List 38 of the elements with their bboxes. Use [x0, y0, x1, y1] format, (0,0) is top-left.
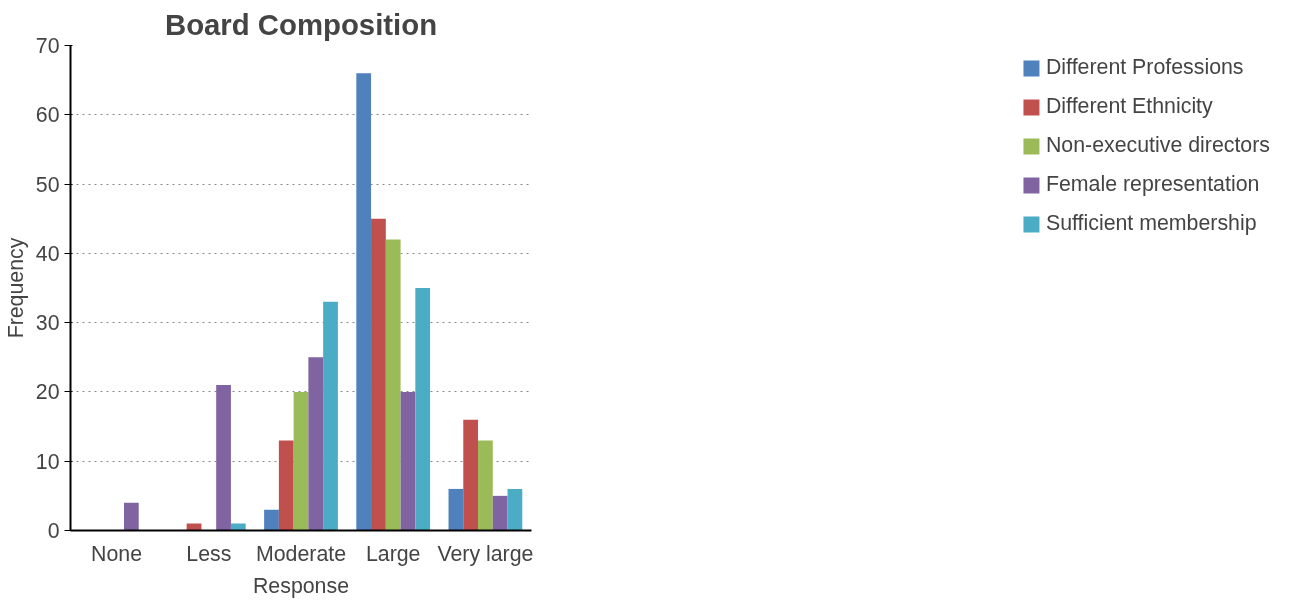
y-tick-label: 0 — [47, 519, 60, 543]
legend-label: Non-executive directors — [1045, 133, 1270, 158]
bar — [448, 488, 464, 531]
x-tick-label: Large — [365, 541, 421, 566]
bar — [507, 488, 523, 531]
y-tick-label: 20 — [35, 380, 60, 405]
bar — [123, 502, 139, 531]
bar — [293, 391, 309, 531]
bar — [264, 509, 279, 531]
y-tick-label: 40 — [35, 241, 60, 266]
bar — [323, 301, 338, 531]
bar — [371, 218, 386, 531]
bar — [415, 288, 431, 531]
y-tick-label: 30 — [35, 311, 60, 336]
bar — [385, 239, 401, 531]
y-tick-label: 60 — [35, 103, 60, 128]
legend-label: Sufficient membership — [1045, 211, 1257, 236]
bar — [278, 440, 294, 531]
x-tick-label: Less — [186, 541, 232, 566]
bar — [356, 73, 372, 531]
bar — [216, 385, 231, 531]
bar — [400, 391, 416, 531]
x-tick-label: None — [91, 541, 143, 566]
bar — [308, 357, 324, 531]
chart-title: Board Composition — [164, 7, 438, 41]
legend-label: Female representation — [1045, 172, 1260, 197]
y-axis-title: Frequency — [3, 237, 28, 339]
bar — [492, 495, 508, 531]
y-tick-label: 70 — [35, 34, 60, 58]
bar — [478, 440, 493, 531]
legend-label: Different Ethnicity — [1045, 94, 1213, 119]
x-tick-label: Very large — [437, 541, 534, 566]
y-tick-label: 10 — [35, 449, 60, 474]
legend-label: Different Professions — [1045, 55, 1244, 80]
x-axis-title: Response — [252, 573, 350, 598]
x-tick-label: Moderate — [255, 541, 347, 566]
bar — [463, 419, 479, 531]
y-tick-label: 50 — [35, 172, 60, 197]
